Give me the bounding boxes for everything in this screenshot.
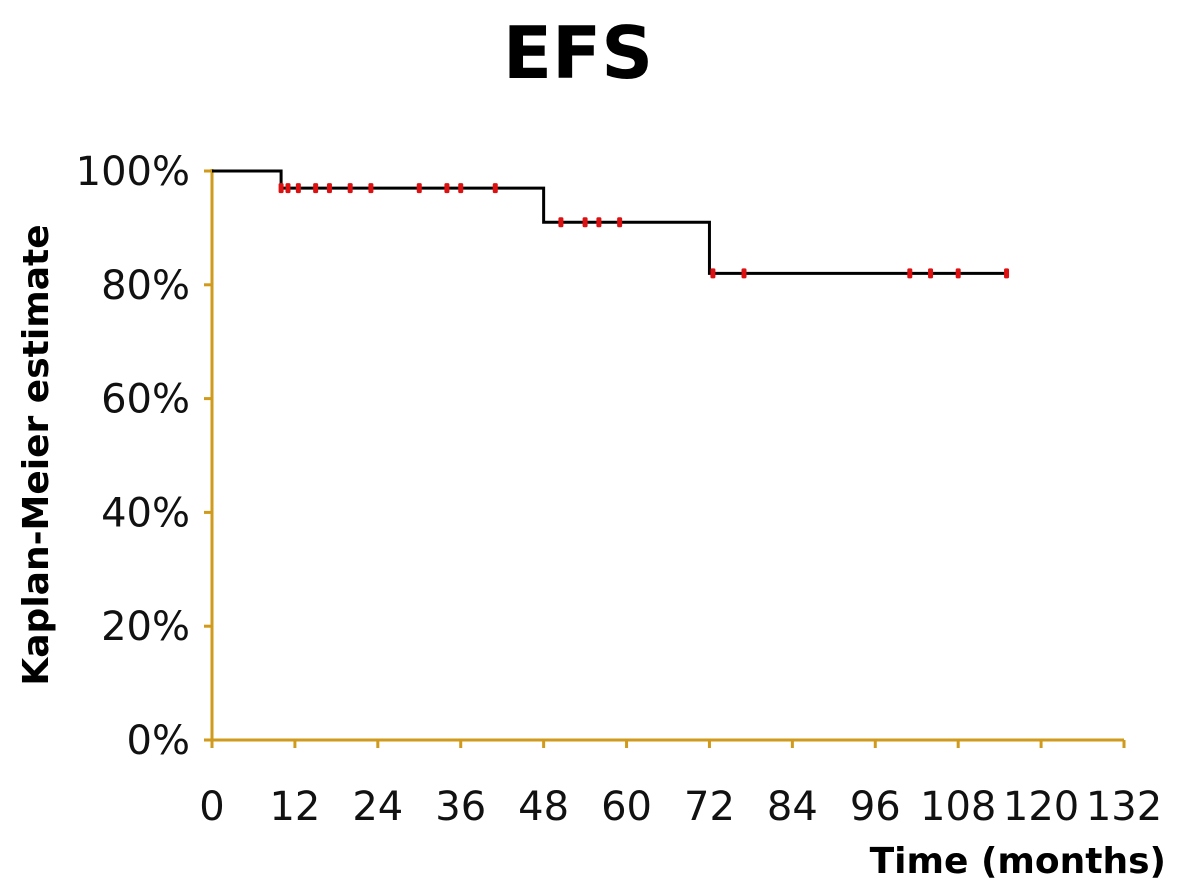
censor-mark — [368, 183, 374, 194]
censor-mark — [741, 268, 747, 279]
censor-marks — [278, 183, 1010, 279]
x-tick-label: 12 — [269, 784, 320, 830]
censor-mark — [1004, 268, 1010, 279]
survival-curve — [212, 169, 1007, 275]
y-tick-label: 60% — [101, 377, 190, 423]
censor-mark — [295, 183, 301, 194]
censor-mark — [558, 217, 564, 228]
y-tick-label: 80% — [101, 263, 190, 309]
x-tick-labels: 0 12 24 36 48 60 72 84 96 108 120 132 — [199, 784, 1162, 830]
axes — [204, 169, 1126, 748]
censor-mark — [347, 183, 353, 194]
y-axis-label: Kaplan-Meier estimate — [16, 224, 57, 685]
censor-mark — [458, 183, 464, 194]
x-tick-label: 36 — [435, 784, 486, 830]
censor-mark — [313, 183, 319, 194]
y-tick-label: 40% — [101, 490, 190, 536]
censor-mark — [278, 183, 284, 194]
censor-mark — [582, 217, 588, 228]
censor-mark — [955, 268, 961, 279]
censor-mark — [444, 183, 450, 194]
x-tick-label: 24 — [352, 784, 403, 830]
y-tick-label: 100% — [76, 149, 190, 195]
censor-mark — [416, 183, 422, 194]
censor-mark — [617, 217, 623, 228]
x-axis-label: Time (months) — [870, 841, 1166, 881]
censor-mark — [492, 183, 498, 194]
censor-mark — [710, 268, 716, 279]
x-tick-label: 60 — [601, 784, 652, 830]
x-tick-label: 108 — [920, 784, 996, 830]
x-tick-label: 120 — [1003, 784, 1079, 830]
x-tick-label: 48 — [518, 784, 569, 830]
censor-mark — [596, 217, 602, 228]
y-tick-label: 0% — [127, 718, 190, 764]
x-tick-label: 72 — [684, 784, 735, 830]
censor-mark — [907, 268, 913, 279]
x-tick-label: 96 — [850, 784, 901, 830]
x-tick-label: 132 — [1086, 784, 1162, 830]
chart-title: EFS — [503, 11, 653, 95]
survival-step-line — [212, 169, 1007, 275]
x-tick-label: 84 — [767, 784, 818, 830]
censor-mark — [285, 183, 291, 194]
y-tick-label: 20% — [101, 604, 190, 650]
x-tick-label: 0 — [199, 784, 224, 830]
censor-mark — [928, 268, 934, 279]
y-tick-labels: 0% 20% 40% 60% 80% 100% — [76, 149, 190, 764]
censor-mark — [326, 183, 332, 194]
